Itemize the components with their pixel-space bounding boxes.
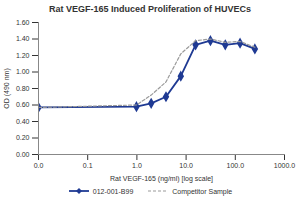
svg-text:100.0: 100.0 [227,162,245,169]
svg-text:OD (490 nm): OD (490 nm) [3,68,11,108]
svg-text:0.40: 0.40 [16,118,30,125]
html-text:Competitor Sample: Competitor Sample [172,187,233,195]
html-text:Rat VEGF-165 Induced Prolifera: Rat VEGF-165 Induced Proliferation of HU… [49,4,251,14]
svg-text:0.60: 0.60 [16,101,30,108]
svg-text:0.00: 0.00 [16,151,30,158]
svg-text:0.80: 0.80 [16,85,30,92]
svg-text:0.1: 0.1 [83,162,93,169]
svg-text:1.20: 1.20 [16,52,30,59]
svg-text:0.0: 0.0 [34,162,44,169]
svg-text:Rat VEGF-165 (ng/ml) [log scal: Rat VEGF-165 (ng/ml) [log scale] [110,175,213,183]
svg-text:1.40: 1.40 [16,35,30,42]
svg-text:1.00: 1.00 [16,68,30,75]
svg-text:10.0: 10.0 [179,162,193,169]
svg-text:1.0: 1.0 [132,162,142,169]
svg-text:1.60: 1.60 [16,19,30,26]
svg-text:1000.0: 1000.0 [274,162,296,169]
html-text:012-001-B99: 012-001-B99 [92,187,134,195]
svg-text:0.20: 0.20 [16,134,30,141]
